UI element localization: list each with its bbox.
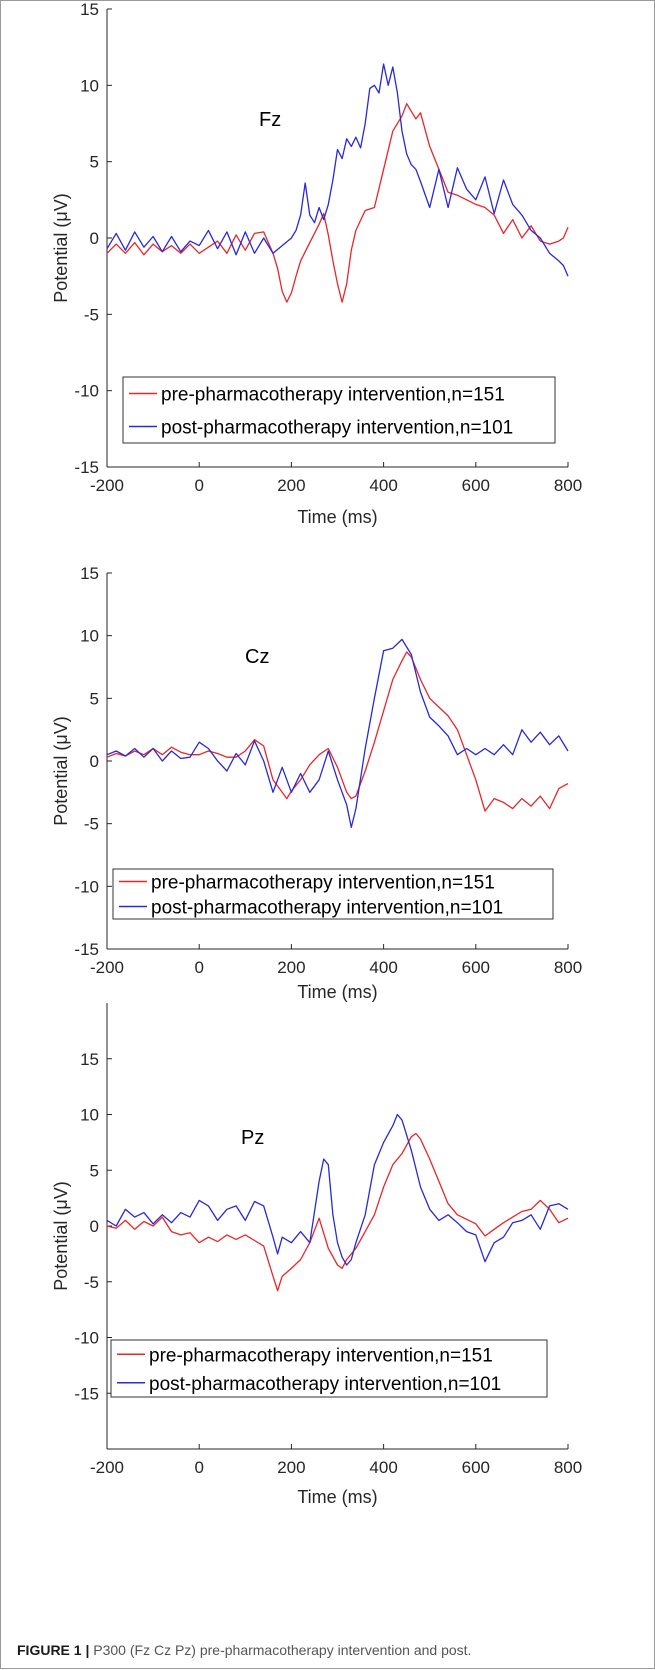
pz-series-pre-line <box>106 1132 569 1292</box>
pz-y-tick-label: -10 <box>74 1329 99 1348</box>
cz-y-tick-label: 15 <box>80 564 99 583</box>
fz-y-tick-label: -5 <box>84 305 99 324</box>
fz-series-post-line <box>106 63 569 277</box>
pz-y-tick-label: 15 <box>80 1050 99 1069</box>
cz-y-tick-label: -5 <box>84 815 99 834</box>
fz-y-axis-label: Potential (μV) <box>51 193 71 302</box>
figure-caption-text: P300 (Fz Cz Pz) pre-pharmacotherapy inte… <box>89 1642 472 1658</box>
cz-x-axis-label: Time (ms) <box>297 982 377 1002</box>
pz-y-tick-label: 10 <box>80 1106 99 1125</box>
fz-legend-label-pre: pre-pharmacotherapy intervention,n=151 <box>161 385 505 406</box>
cz-y-tick-label: 5 <box>90 689 99 708</box>
pz-y-axis-label: Potential (μV) <box>51 1181 71 1290</box>
fz-panel-label: Fz <box>259 109 281 131</box>
cz-x-tick-label: 800 <box>554 958 582 977</box>
cz-panel-label: Cz <box>245 646 269 668</box>
pz-x-tick-label: 200 <box>277 1458 305 1477</box>
cz-x-tick-label: -200 <box>90 958 124 977</box>
fz-legend-label-post: post-pharmacotherapy intervention,n=101 <box>161 418 513 439</box>
fz-x-tick-label: 600 <box>462 476 490 495</box>
pz-panel: -15 -10 -5 0 5 10 15 -200 0 200 400 600 800 Time (ms)… <box>51 1003 582 1507</box>
pz-x-axis-label: Time (ms) <box>297 1487 377 1507</box>
cz-x-tick-label: 400 <box>369 958 397 977</box>
fz-series-pre-line <box>106 103 569 303</box>
fz-panel: -15 -10 -5 0 5 10 15 -200 0 200 400 600 800 Time (ms)… <box>51 1 582 527</box>
figure-caption-label: FIGURE 1 | <box>17 1642 90 1658</box>
pz-legend-label-post: post-pharmacotherapy intervention,n=101 <box>149 1374 501 1395</box>
pz-series-post-line <box>106 1113 569 1266</box>
fz-y-tick-label: -15 <box>74 458 99 477</box>
cz-panel: -15 -10 -5 0 5 10 15 -200 0 200 400 600 800 Time (ms)… <box>51 564 582 1002</box>
cz-y-axis-label: Potential (μV) <box>51 716 71 825</box>
fz-x-tick-label: -200 <box>90 476 124 495</box>
cz-legend-label-pre: pre-pharmacotherapy intervention,n=151 <box>151 873 495 894</box>
cz-y-tick-label: -15 <box>74 940 99 959</box>
pz-x-tick-label: 0 <box>194 1458 203 1477</box>
pz-x-tick-label: 400 <box>369 1458 397 1477</box>
pz-x-tick-label: 800 <box>554 1458 582 1477</box>
fz-y-tick-label: 10 <box>80 76 99 95</box>
cz-legend-label-post: post-pharmacotherapy intervention,n=101 <box>151 898 503 919</box>
cz-y-tick-label: 10 <box>80 627 99 646</box>
pz-panel-label: Pz <box>241 1127 264 1149</box>
pz-y-tick-label: 5 <box>90 1161 99 1180</box>
fz-y-tick-label: 0 <box>90 229 99 248</box>
fz-x-tick-label: 0 <box>194 476 203 495</box>
pz-x-tick-label: 600 <box>462 1458 490 1477</box>
cz-x-tick-label: 600 <box>462 958 490 977</box>
cz-legend-box <box>112 868 554 920</box>
cz-x-tick-label: 200 <box>277 958 305 977</box>
pz-y-tick-label: -15 <box>74 1384 99 1403</box>
cz-series-post-line <box>106 638 569 829</box>
pz-y-tick-label: 0 <box>90 1217 99 1236</box>
pz-legend-label-pre: pre-pharmacotherapy intervention,n=151 <box>149 1345 493 1366</box>
fz-y-tick-label: -10 <box>74 382 99 401</box>
cz-series-pre-line <box>106 651 569 812</box>
fz-x-axis-label: Time (ms) <box>297 507 377 527</box>
cz-y-tick-label: -10 <box>74 877 99 896</box>
fz-x-tick-label: 800 <box>554 476 582 495</box>
cz-y-tick-label: 0 <box>90 752 99 771</box>
fz-x-tick-label: 200 <box>277 476 305 495</box>
fz-x-tick-label: 400 <box>369 476 397 495</box>
fz-y-tick-label: 15 <box>80 1 99 19</box>
fz-y-tick-label: 5 <box>90 153 99 172</box>
pz-legend-box <box>110 1339 548 1398</box>
fz-legend-box <box>122 376 556 444</box>
figure-caption: FIGURE 1 | P300 (Fz Cz Pz) pre-pharmacot… <box>17 1642 471 1658</box>
cz-x-tick-label: 0 <box>194 958 203 977</box>
pz-x-tick-label: -200 <box>90 1458 124 1477</box>
pz-y-tick-label: -5 <box>84 1273 99 1292</box>
